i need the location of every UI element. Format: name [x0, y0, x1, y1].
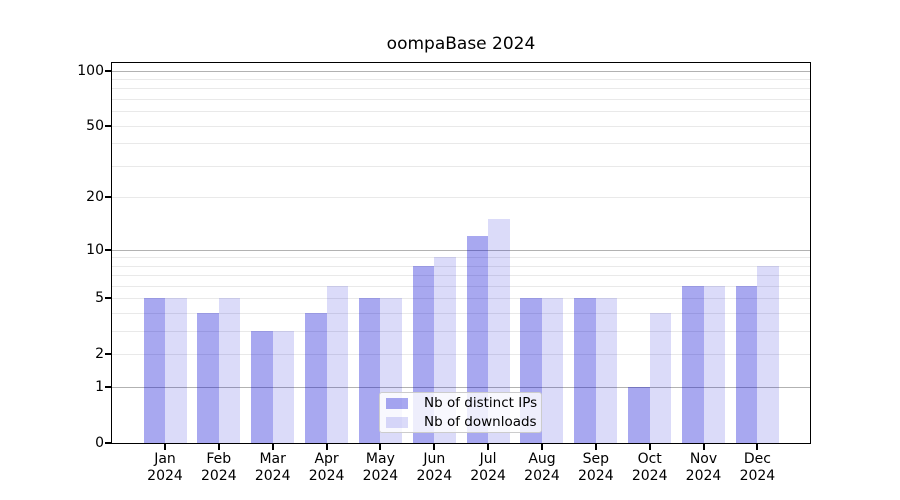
- x-axis-tick: [487, 444, 490, 450]
- legend-swatch-downloads: [386, 416, 408, 428]
- x-axis-tick: [217, 444, 220, 450]
- x-axis-tick-label: Aug 2024: [524, 451, 560, 484]
- y-axis-tick-label: 2: [95, 346, 104, 363]
- x-axis-tick: [648, 444, 651, 450]
- x-axis-tick: [379, 444, 382, 450]
- gridline-minor: [112, 313, 810, 315]
- x-axis-tick: [702, 444, 705, 450]
- gridline-major: [112, 387, 810, 389]
- x-axis-tick: [594, 444, 597, 450]
- x-axis-tick-label: Dec 2024: [739, 451, 776, 484]
- bar-distinct-ips: [358, 298, 381, 443]
- x-axis-tick-label: Nov 2024: [685, 451, 722, 484]
- gridline-minor: [112, 354, 810, 356]
- x-axis-tick: [325, 444, 328, 450]
- bar-downloads: [326, 286, 349, 443]
- x-axis-tick: [541, 444, 543, 450]
- gridline-minor: [112, 275, 810, 277]
- x-axis-tick: [271, 444, 274, 450]
- bar-downloads: [595, 298, 618, 443]
- x-axis-tick: [164, 444, 166, 450]
- gridline-minor: [112, 298, 810, 300]
- gridline-minor: [112, 331, 810, 333]
- legend-item: Nb of distinct IPs: [386, 395, 538, 411]
- x-axis-tick-label: Mar 2024: [254, 451, 291, 484]
- plot-area: Nb of distinct IPs Nb of downloads: [111, 62, 811, 444]
- y-axis-tick-label: 10: [86, 241, 104, 258]
- legend-swatch-distinct-ips: [386, 397, 408, 409]
- gridline-minor: [112, 88, 810, 90]
- gridline-minor: [112, 257, 810, 259]
- bar-distinct-ips: [466, 236, 489, 443]
- bar-downloads: [488, 219, 510, 443]
- bar-distinct-ips: [574, 298, 596, 443]
- gridline-minor: [112, 197, 810, 199]
- bar-downloads: [541, 298, 564, 443]
- y-axis-tick-label: 0: [95, 435, 104, 451]
- gridline-minor: [112, 125, 810, 127]
- gridline-minor: [112, 165, 810, 167]
- x-axis-tick-label: Jan 2024: [147, 451, 183, 484]
- x-axis-tick: [433, 444, 436, 450]
- legend-item: Nb of downloads: [386, 414, 537, 430]
- gridline-major: [112, 70, 810, 72]
- y-axis-tick-label: 20: [86, 189, 104, 206]
- x-axis-tick-label: Feb 2024: [200, 451, 237, 484]
- y-axis-tick: [105, 248, 111, 251]
- y-axis-tick-label: 5: [95, 290, 104, 307]
- y-axis-tick: [105, 297, 111, 300]
- y-axis-tick: [105, 69, 111, 72]
- bar-distinct-ips: [197, 313, 219, 443]
- y-axis-tick: [105, 196, 111, 199]
- x-axis-tick-label: Jul 2024: [470, 451, 506, 484]
- bar-downloads: [165, 298, 187, 443]
- gridline-major: [112, 249, 810, 251]
- y-axis-tick-label: 50: [86, 117, 104, 134]
- y-axis-tick: [105, 353, 111, 356]
- bar-downloads: [649, 313, 672, 443]
- x-axis-tick-label: May 2024: [362, 451, 399, 484]
- bar-downloads: [272, 331, 295, 443]
- legend: Nb of distinct IPs Nb of downloads: [379, 392, 542, 433]
- gridline-minor: [112, 286, 810, 287]
- gridline-minor: [112, 111, 810, 113]
- x-axis-tick-label: Apr 2024: [308, 451, 345, 484]
- y-axis-tick-label: 100: [77, 62, 104, 79]
- y-axis-tick: [105, 442, 111, 444]
- bar-downloads: [703, 286, 725, 443]
- bar-downloads: [757, 265, 779, 443]
- gridline-minor: [112, 265, 810, 267]
- bar-downloads: [218, 298, 241, 443]
- x-axis-tick-label: Jun 2024: [416, 451, 453, 484]
- x-axis-tick-label: Oct 2024: [631, 451, 668, 484]
- y-axis-tick: [105, 124, 111, 127]
- gridline-minor: [112, 143, 810, 145]
- gridline-minor: [112, 99, 810, 101]
- bar-distinct-ips: [628, 387, 650, 443]
- x-axis-tick: [756, 444, 759, 450]
- x-axis-tick-label: Sep 2024: [577, 451, 614, 484]
- y-axis-tick-label: 1: [95, 379, 104, 396]
- legend-label: Nb of downloads: [424, 414, 537, 430]
- bar-distinct-ips: [251, 331, 273, 443]
- bar-distinct-ips: [305, 313, 327, 443]
- bar-distinct-ips: [735, 286, 758, 443]
- legend-label: Nb of distinct IPs: [424, 395, 538, 411]
- gridline-minor: [112, 79, 810, 80]
- chart-title: oompaBase 2024: [386, 34, 536, 54]
- bar-distinct-ips: [143, 298, 165, 443]
- y-axis-tick: [105, 386, 111, 389]
- bar-distinct-ips: [682, 286, 704, 443]
